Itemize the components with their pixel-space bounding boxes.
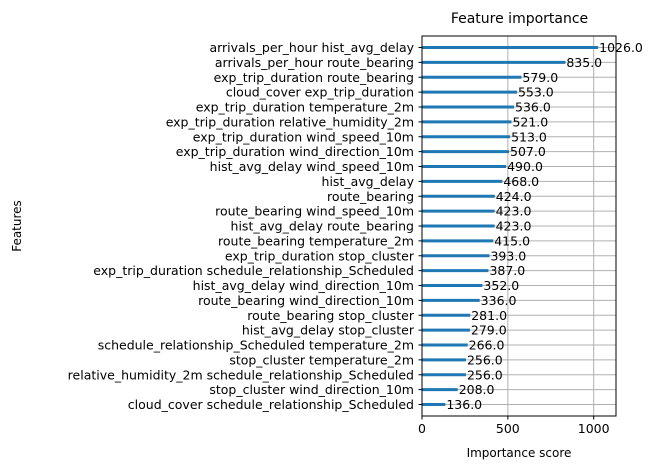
y-tick-label: exp_trip_duration temperature_2m <box>196 100 414 115</box>
value-label: 266.0 <box>469 338 505 353</box>
y-tick-label: route_bearing wind_direction_10m <box>198 293 414 308</box>
y-tick-label: hist_avg_delay wind_speed_10m <box>210 159 414 174</box>
value-label: 490.0 <box>507 159 543 174</box>
bar <box>422 358 466 362</box>
value-label: 423.0 <box>496 204 532 219</box>
bar <box>422 90 517 94</box>
y-tick-label: exp_trip_duration stop_cluster <box>225 248 415 263</box>
x-tick-label: 0 <box>418 421 426 436</box>
value-label: 507.0 <box>510 144 546 159</box>
bar <box>422 165 507 168</box>
bar <box>422 179 503 183</box>
y-tick-label: hist_avg_delay wind_direction_10m <box>193 278 414 293</box>
y-tick-label: schedule_relationship_Scheduled temperat… <box>98 338 414 353</box>
value-label: 352.0 <box>483 278 519 293</box>
y-tick-label: arrivals_per_hour route_bearing <box>215 55 414 70</box>
y-tick-label: exp_trip_duration relative_humidity_2m <box>166 114 414 129</box>
y-tick-labels: arrivals_per_hour hist_avg_delayarrivals… <box>68 40 422 412</box>
value-label: 336.0 <box>481 293 517 308</box>
value-label: 136.0 <box>446 397 482 412</box>
bar <box>422 269 489 273</box>
y-tick-label: route_bearing temperature_2m <box>218 233 414 248</box>
y-tick-label: relative_humidity_2m schedule_relationsh… <box>68 367 414 382</box>
y-tick-label: exp_trip_duration route_bearing <box>214 70 414 85</box>
value-label: 387.0 <box>489 263 525 278</box>
y-tick-label: exp_trip_duration schedule_relationship_… <box>93 263 414 278</box>
bar <box>422 239 494 243</box>
y-tick-label: arrivals_per_hour hist_avg_delay <box>209 40 414 55</box>
y-tick-label: route_bearing stop_cluster <box>247 308 415 323</box>
bar <box>422 284 483 287</box>
x-tick-label: 500 <box>496 421 520 436</box>
value-label: 1026.0 <box>599 40 643 55</box>
y-tick-label: exp_trip_duration wind_direction_10m <box>176 144 414 159</box>
bar <box>422 46 599 49</box>
y-tick-label: hist_avg_delay <box>322 174 415 189</box>
bar <box>422 373 466 377</box>
y-tick-label: cloud_cover exp_trip_duration <box>226 85 414 100</box>
bar <box>422 224 495 228</box>
x-tick-label: 1000 <box>578 421 610 436</box>
bar <box>422 254 490 258</box>
bar <box>422 60 566 64</box>
y-axis-label: Features <box>10 200 24 252</box>
y-tick-label: exp_trip_duration wind_speed_10m <box>193 129 414 144</box>
y-tick-label: hist_avg_delay stop_cluster <box>242 323 415 338</box>
value-label: 279.0 <box>471 323 507 338</box>
y-tick-label: cloud_cover schedule_relationship_Schedu… <box>128 397 414 412</box>
value-label: 521.0 <box>512 114 548 129</box>
value-label: 256.0 <box>467 367 503 382</box>
value-label: 513.0 <box>511 129 547 144</box>
bar <box>422 150 510 154</box>
bar <box>422 313 471 317</box>
bar <box>422 194 495 198</box>
value-label: 579.0 <box>522 70 558 85</box>
value-label: 468.0 <box>503 174 539 189</box>
value-label: 393.0 <box>490 248 526 263</box>
bar <box>422 388 458 392</box>
x-tick-labels: 0 500 1000 <box>418 416 610 436</box>
x-axis-label: Importance score <box>467 446 572 460</box>
bar <box>422 403 446 406</box>
value-label: 208.0 <box>459 382 495 397</box>
value-label: 835.0 <box>566 55 602 70</box>
bar <box>422 120 512 124</box>
value-label: 424.0 <box>496 189 532 204</box>
y-tick-label: route_bearing wind_speed_10m <box>215 204 414 219</box>
value-label: 423.0 <box>496 219 532 234</box>
value-label: 553.0 <box>518 85 554 100</box>
bars <box>422 46 599 406</box>
y-tick-label: stop_cluster temperature_2m <box>229 352 414 367</box>
value-label: 536.0 <box>515 100 551 115</box>
bar <box>422 135 511 139</box>
value-label: 256.0 <box>467 352 503 367</box>
bar <box>422 343 468 347</box>
value-label: 281.0 <box>471 308 507 323</box>
chart-title: Feature importance <box>451 11 588 27</box>
bar <box>422 75 522 79</box>
bar <box>422 209 495 213</box>
bar <box>422 328 470 332</box>
y-tick-label: route_bearing <box>327 189 414 204</box>
y-tick-label: stop_cluster wind_direction_10m <box>209 382 414 397</box>
bar <box>422 298 480 302</box>
value-label: 415.0 <box>494 233 530 248</box>
y-tick-label: hist_avg_delay route_bearing <box>231 219 414 234</box>
bar <box>422 105 515 109</box>
